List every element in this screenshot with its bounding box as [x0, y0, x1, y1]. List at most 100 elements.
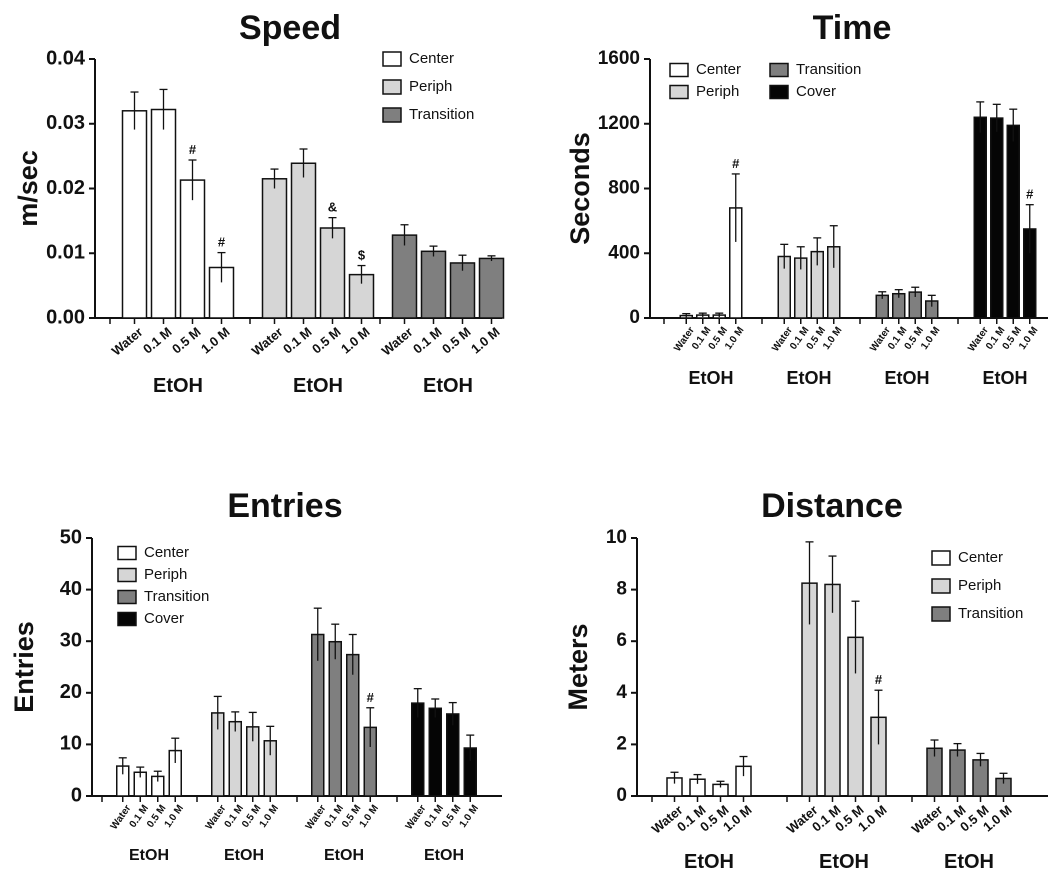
- entries-legend-swatch: [117, 545, 137, 561]
- time-y-axis-label: Seconds: [565, 132, 595, 245]
- speed-legend-label: Periph: [409, 78, 452, 95]
- time-y-tick-label: 1200: [598, 113, 640, 134]
- speed-y-tick-label: 0.00: [46, 306, 85, 328]
- distance-y-tick-label: 8: [616, 579, 627, 600]
- distance-y-axis-label: Meters: [563, 623, 593, 710]
- entries-condition-label: 1.0 M: [458, 803, 481, 830]
- speed-group-label: EtOH: [293, 375, 343, 397]
- speed-legend-swatch: [382, 79, 402, 95]
- entries-condition-label: Water: [304, 803, 329, 832]
- time-title: Time: [813, 9, 892, 47]
- entries-y-tick-label: 10: [60, 733, 82, 755]
- speed-legend-label: Transition: [409, 106, 474, 123]
- time-legend-swatch: [669, 62, 689, 78]
- distance-significance-label: #: [875, 672, 883, 687]
- speed-bar: [150, 108, 177, 319]
- speed-bar: [261, 178, 288, 319]
- speed-y-axis-label: m/sec: [13, 150, 43, 227]
- time-legend-label: Periph: [696, 83, 739, 100]
- speed-condition-label: 0.1 M: [410, 324, 445, 356]
- speed-legend-swatch: [382, 51, 402, 67]
- entries-bar: [446, 713, 460, 797]
- speed-group-label: EtOH: [153, 375, 203, 397]
- time-bar: [1006, 124, 1020, 319]
- entries-legend-swatch: [117, 611, 137, 627]
- speed-group-label: EtOH: [423, 375, 473, 397]
- speed-condition-label: Water: [109, 324, 146, 358]
- speed-significance-label: &: [328, 200, 337, 215]
- time-legend-swatch: [669, 84, 689, 100]
- time-legend-swatch: [769, 84, 789, 100]
- speed-condition-label: 0.5 M: [169, 324, 204, 356]
- speed-condition-label: Water: [249, 324, 286, 358]
- time-group-label: EtOH: [689, 368, 734, 388]
- speed-bar: [121, 110, 148, 319]
- time-bar: [990, 117, 1004, 319]
- entries-condition-label: 1.0 M: [258, 803, 281, 830]
- speed-y-tick-label: 0.03: [46, 112, 85, 134]
- entries-title: Entries: [227, 487, 342, 525]
- speed-significance-label: $: [358, 248, 366, 263]
- distance-y-tick-label: 4: [616, 682, 627, 703]
- distance-legend-swatch: [931, 606, 951, 622]
- distance-legend-label: Center: [958, 549, 1003, 566]
- speed-bar: [478, 257, 505, 319]
- entries-group-label: EtOH: [424, 847, 464, 864]
- time-y-tick-label: 400: [608, 242, 640, 263]
- distance-y-tick-label: 0: [616, 785, 627, 806]
- speed-condition-label: 0.1 M: [280, 324, 315, 356]
- entries-legend-label: Periph: [144, 566, 187, 583]
- time-significance-label: #: [1026, 187, 1034, 202]
- speed-legend: Center Periph Transition: [382, 50, 474, 123]
- entries-y-tick-label: 0: [71, 784, 82, 806]
- distance-y-tick-label: 6: [616, 630, 627, 651]
- time-legend-label: Transition: [796, 61, 861, 78]
- entries-condition-label: Water: [404, 803, 429, 832]
- entries-condition-label: 1.0 M: [358, 803, 381, 830]
- entries-group-label: EtOH: [224, 847, 264, 864]
- time-group-label: EtOH: [787, 368, 832, 388]
- time-y-tick-label: 800: [608, 178, 640, 199]
- distance-y-tick-label: 10: [606, 527, 627, 548]
- entries-y-tick-label: 20: [60, 681, 82, 703]
- distance-bar: [949, 749, 966, 797]
- entries-legend-label: Transition: [144, 588, 209, 605]
- speed-legend-swatch: [382, 107, 402, 123]
- time-legend: Center Transition Periph Cover: [669, 61, 861, 100]
- speed-condition-label: 1.0 M: [338, 324, 373, 356]
- entries-legend-swatch: [117, 567, 137, 583]
- entries-legend-swatch: [117, 589, 137, 605]
- entries-legend-label: Center: [144, 544, 189, 561]
- entries-condition-label: Water: [204, 803, 229, 832]
- distance-group-label: EtOH: [684, 851, 734, 873]
- entries-y-tick-label: 40: [60, 578, 82, 600]
- distance-group-label: EtOH: [819, 851, 869, 873]
- speed-condition-label: Water: [379, 324, 416, 358]
- entries-bar: [328, 640, 342, 797]
- speed-y-tick-label: 0.02: [46, 177, 85, 199]
- distance-title: Distance: [761, 487, 903, 525]
- speed-bar: [449, 262, 476, 319]
- time-legend-label: Center: [696, 61, 741, 78]
- speed-y-tick-label: 0.01: [46, 242, 85, 264]
- entries-bar: [346, 653, 360, 797]
- distance-legend-label: Transition: [958, 605, 1023, 622]
- speed-bar: [319, 227, 346, 319]
- speed-bar: [420, 250, 447, 319]
